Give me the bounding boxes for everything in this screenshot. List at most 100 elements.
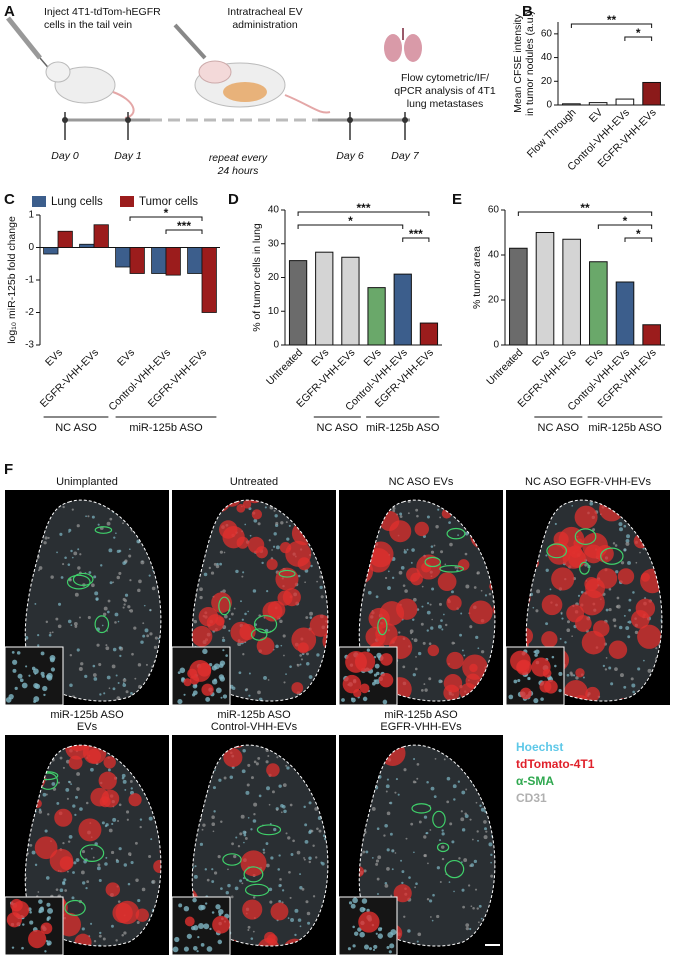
cell-speck <box>87 515 90 518</box>
cell-speck <box>67 563 71 566</box>
cell-speck <box>247 763 251 767</box>
cell-speck <box>308 675 313 679</box>
cell-speck <box>81 927 85 931</box>
inset-speck <box>33 700 37 704</box>
cell-speck <box>130 787 133 790</box>
cell-speck <box>105 856 108 859</box>
cell-speck <box>250 937 254 940</box>
cell-speck <box>72 804 76 808</box>
cell-speck <box>623 548 627 552</box>
tumor-blob <box>446 595 462 611</box>
cell-speck <box>118 646 122 650</box>
cell-speck <box>303 858 306 861</box>
group-label: NC ASO <box>317 422 359 434</box>
cell-speck <box>446 800 450 804</box>
inset-blob <box>378 673 394 688</box>
cell-speck <box>269 822 272 825</box>
cell-speck <box>241 618 244 621</box>
inset-speck <box>41 674 45 678</box>
cell-speck <box>438 602 442 606</box>
cell-speck <box>67 840 71 843</box>
cell-speck <box>45 876 50 880</box>
cell-speck <box>299 925 302 928</box>
legend-label: α-SMA <box>516 774 554 788</box>
cell-speck <box>435 525 439 529</box>
cell-speck <box>451 641 455 645</box>
y-tick-label: 10 <box>268 306 280 317</box>
cell-speck <box>134 841 138 845</box>
cell-speck <box>208 566 211 570</box>
cell-speck <box>303 857 305 859</box>
cell-speck <box>92 664 96 668</box>
cell-speck <box>71 556 74 559</box>
cell-speck <box>115 939 118 942</box>
cell-speck <box>627 635 631 639</box>
cell-speck <box>310 829 314 833</box>
inset-speck <box>390 929 397 936</box>
cell-speck <box>473 586 477 589</box>
inset-speck <box>558 671 563 676</box>
cell-speck <box>395 778 398 781</box>
legend-label: tdTomato-4T1 <box>516 757 595 771</box>
cell-speck <box>283 809 287 814</box>
cell-speck <box>233 854 237 859</box>
cell-speck <box>211 880 215 883</box>
cell-speck <box>222 636 225 639</box>
cell-speck <box>428 677 432 681</box>
cell-speck <box>59 888 64 893</box>
tumor-blob <box>637 624 662 649</box>
cell-speck <box>211 815 215 819</box>
cell-speck <box>58 602 62 606</box>
cell-speck <box>82 881 86 885</box>
cell-speck <box>312 895 316 898</box>
cell-speck <box>70 549 73 553</box>
cell-speck <box>253 813 256 816</box>
vessel <box>574 528 597 545</box>
inset-speck <box>513 679 518 684</box>
cell-speck <box>241 769 246 774</box>
cell-speck <box>612 618 617 622</box>
cell-speck <box>436 914 440 919</box>
cell-speck <box>73 551 78 556</box>
cell-speck <box>274 514 278 518</box>
inset-blob <box>354 651 376 672</box>
tumor-blob <box>414 521 429 537</box>
vessel <box>600 547 624 565</box>
cell-speck <box>67 619 72 624</box>
inset-speck <box>19 678 24 683</box>
day-label: Day 0 <box>51 150 79 162</box>
cell-speck <box>253 518 258 523</box>
cell-speck <box>429 916 432 918</box>
tumor-blob <box>236 503 246 513</box>
bar <box>341 256 360 346</box>
tumor-blob <box>635 598 656 619</box>
cell-speck <box>67 780 71 784</box>
cell-speck <box>470 863 474 867</box>
cell-speck <box>483 835 488 840</box>
cell-speck <box>421 585 424 588</box>
vessel <box>244 883 270 897</box>
cell-speck <box>415 508 419 512</box>
cell-speck <box>464 814 469 818</box>
cell-speck <box>237 845 241 848</box>
bar <box>288 260 308 346</box>
cell-speck <box>142 622 145 625</box>
mouse-tail-2 <box>284 94 331 114</box>
bar <box>201 247 217 313</box>
tumor-blob <box>575 668 585 678</box>
cell-speck <box>112 581 115 584</box>
cell-speck <box>106 675 111 680</box>
cell-speck <box>252 896 256 899</box>
vessel <box>446 527 466 540</box>
cell-speck <box>309 611 313 616</box>
tumor-blob <box>437 572 457 592</box>
tumor-blob <box>541 631 558 648</box>
cell-speck <box>289 665 292 668</box>
inset-speck <box>217 939 223 945</box>
cell-speck <box>304 823 308 827</box>
cell-speck <box>122 779 127 784</box>
cell-speck <box>375 595 379 599</box>
cell-speck <box>623 524 627 528</box>
cell-speck <box>448 881 451 883</box>
cell-speck <box>292 839 295 843</box>
